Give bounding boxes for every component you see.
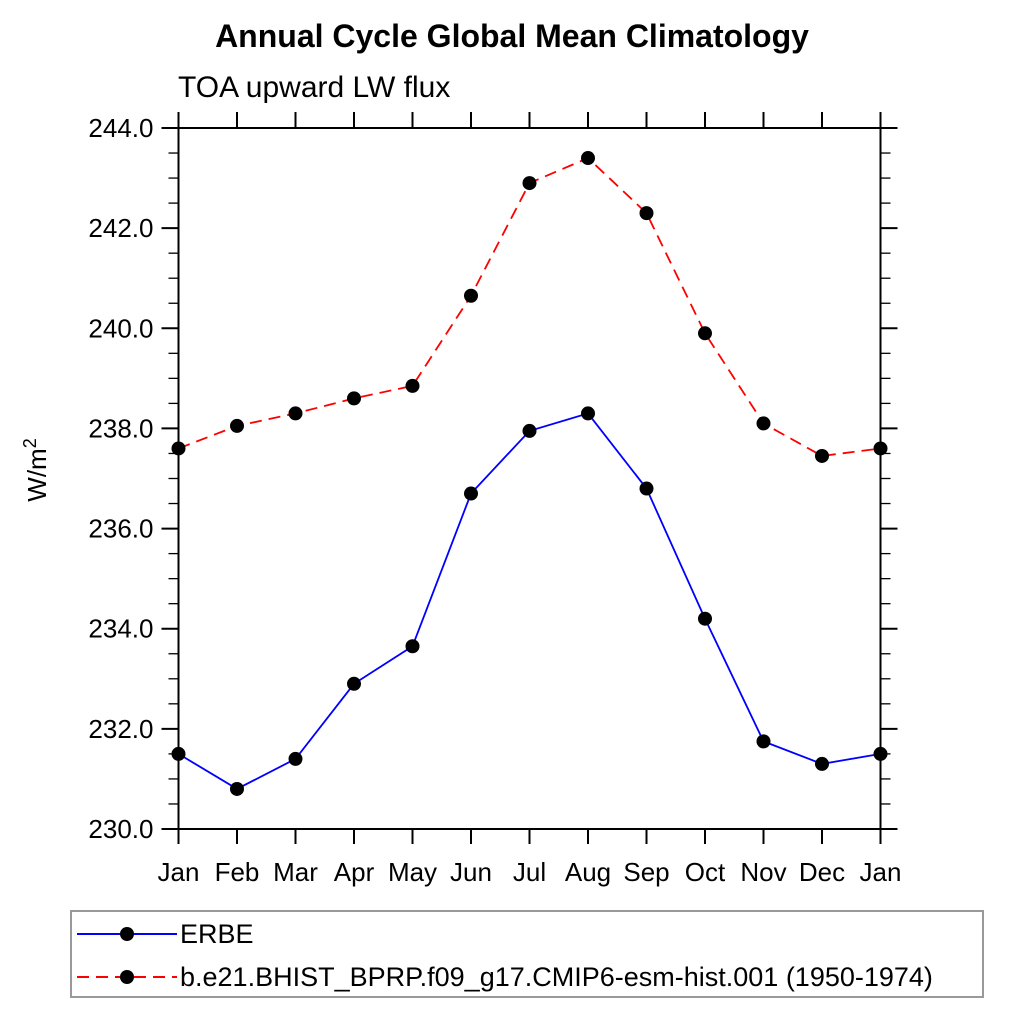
data-point-marker-series-0	[230, 781, 244, 796]
data-point-marker-series-0	[756, 734, 771, 749]
data-point-marker-series-1	[698, 326, 712, 341]
x-tick-label: Feb	[215, 857, 260, 887]
legend-label-erbe: ERBE	[180, 918, 254, 949]
x-tick-label: Jul	[513, 857, 546, 887]
data-point-marker-series-0	[347, 676, 361, 691]
data-point-marker-series-0	[873, 746, 888, 761]
series-line-0	[178, 412, 881, 790]
plot-frame	[177, 127, 882, 830]
x-tick-label: Apr	[334, 857, 375, 887]
x-tick-label: Jun	[450, 857, 492, 887]
x-tick-label: Jan	[158, 857, 200, 887]
chart-subtitle: TOA upward LW flux	[178, 71, 451, 104]
legend-marker-dot-icon	[120, 970, 134, 984]
legend-label-model: b.e21.BHIST_BPRP.f09_g17.CMIP6-esm-hist.…	[180, 961, 933, 992]
data-point-marker-series-1	[639, 206, 654, 221]
series-line-1	[178, 156, 881, 457]
data-point-marker-series-0	[698, 611, 712, 626]
data-point-marker-series-1	[405, 378, 420, 393]
data-point-marker-series-0	[171, 746, 186, 761]
y-tick-label: 234.0	[88, 614, 153, 644]
data-point-marker-series-1	[756, 416, 771, 431]
legend-item-erbe: ERBE	[77, 912, 254, 956]
data-point-marker-series-1	[522, 176, 537, 191]
data-point-marker-series-1	[581, 151, 595, 166]
x-tick-label: Jan	[860, 857, 902, 887]
x-tick-label: Oct	[685, 857, 726, 887]
data-point-marker-series-1	[288, 406, 303, 421]
y-tick-label: 230.0	[88, 814, 153, 844]
data-point-marker-series-0	[405, 639, 420, 654]
data-point-marker-series-0	[464, 486, 478, 501]
data-point-marker-series-0	[639, 481, 654, 496]
legend-marker-dot-icon	[120, 927, 134, 941]
y-tick-label: 240.0	[88, 313, 153, 343]
data-point-marker-series-1	[464, 288, 478, 303]
x-tick-label: Dec	[799, 857, 845, 887]
x-tick-label: May	[388, 857, 437, 887]
y-tick-label: 232.0	[88, 714, 153, 744]
x-tick-label: Sep	[623, 857, 669, 887]
data-point-marker-series-1	[815, 448, 829, 463]
y-tick-label: 242.0	[88, 213, 153, 243]
data-point-marker-series-0	[522, 423, 537, 438]
y-axis-title: W/m2	[20, 438, 52, 501]
data-point-marker-series-0	[581, 406, 595, 421]
data-point-marker-series-1	[230, 418, 244, 433]
chart-title: Annual Cycle Global Mean Climatology	[215, 18, 809, 54]
data-point-marker-series-1	[347, 391, 361, 406]
x-tick-label: Mar	[273, 857, 318, 887]
y-tick-label: 244.0	[88, 113, 153, 143]
y-tick-label: 236.0	[88, 514, 153, 544]
legend-line-sample-erbe	[77, 912, 177, 956]
x-tick-label: Nov	[740, 857, 786, 887]
x-tick-label: Aug	[565, 857, 611, 887]
legend-line-sample-model	[77, 955, 177, 999]
legend-item-model: b.e21.BHIST_BPRP.f09_g17.CMIP6-esm-hist.…	[77, 955, 933, 999]
data-point-marker-series-0	[288, 751, 303, 766]
data-point-marker-series-1	[171, 441, 186, 456]
legend-box: ERBE b.e21.BHIST_BPRP.f09_g17.CMIP6-esm-…	[70, 910, 984, 998]
data-point-marker-series-1	[873, 441, 888, 456]
y-tick-label: 238.0	[88, 413, 153, 443]
data-point-marker-series-0	[815, 756, 829, 771]
